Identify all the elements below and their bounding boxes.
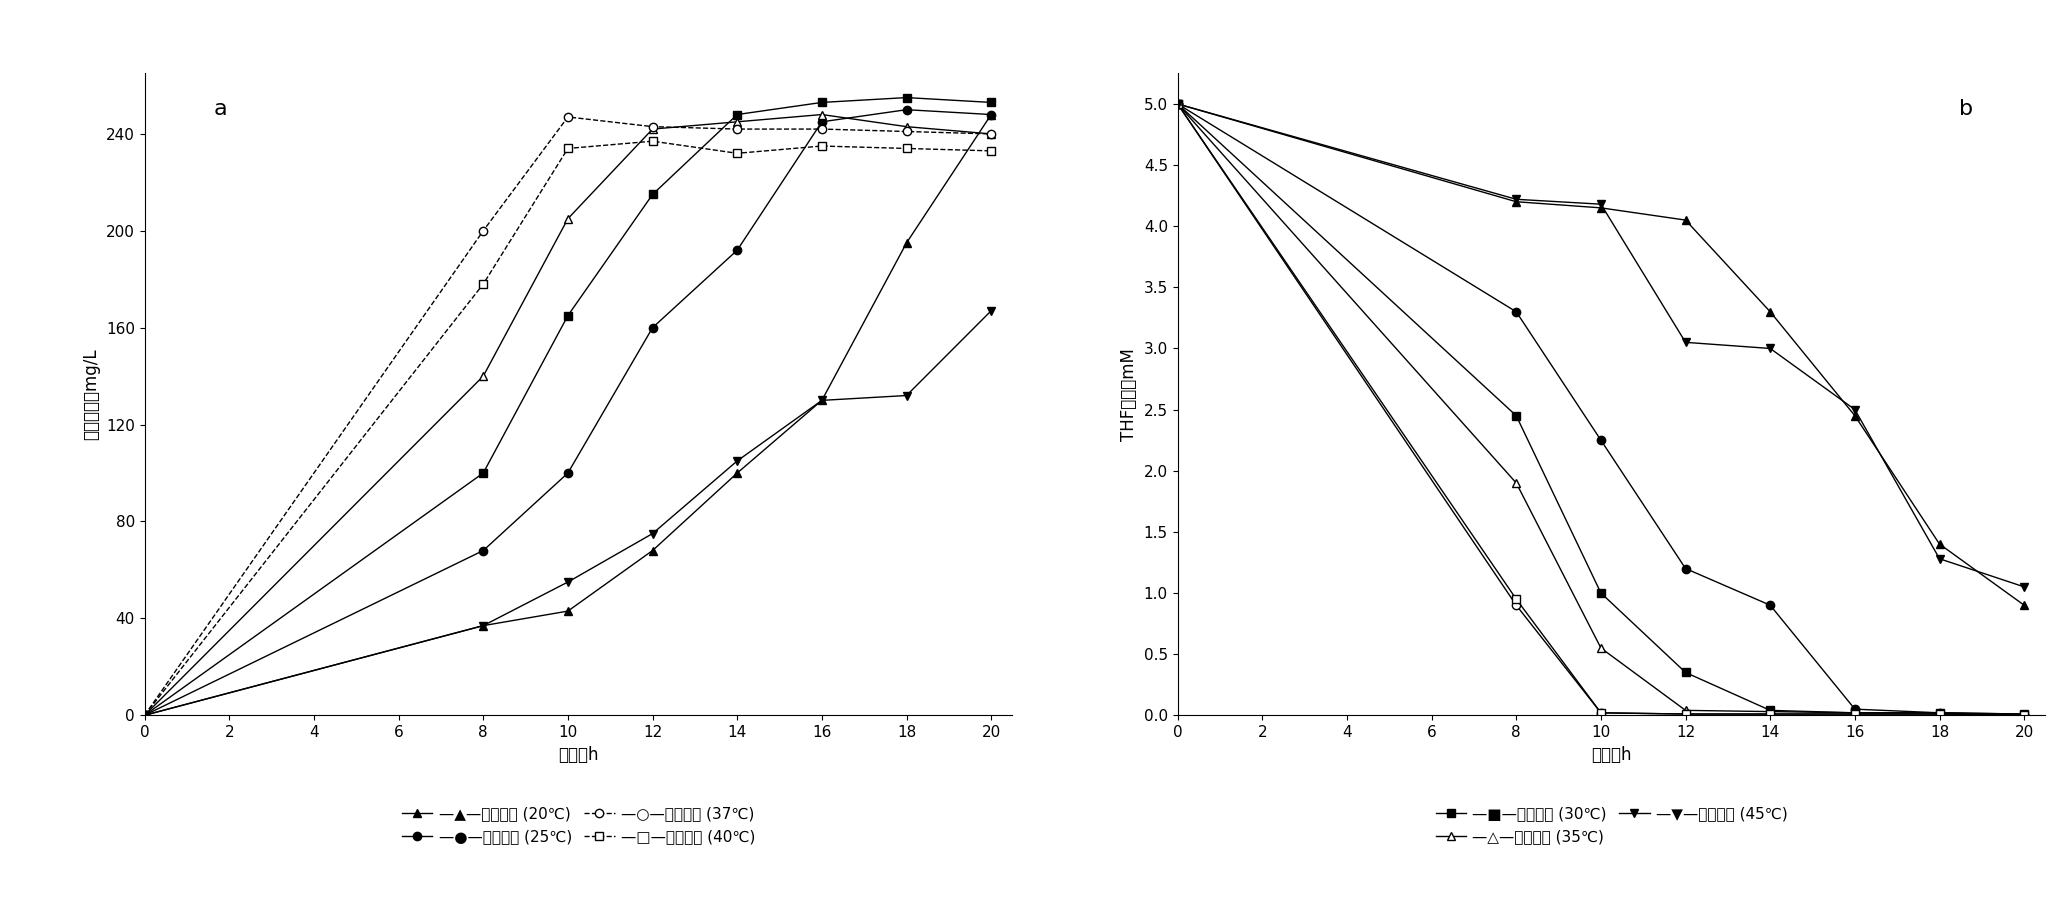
Legend: —▲—菌体浓度 (20℃), —●—菌体浓度 (25℃), —○—菌体浓度 (37℃), —□—菌体浓度 (40℃): —▲—菌体浓度 (20℃), —●—菌体浓度 (25℃), —○—菌体浓度 (3… xyxy=(403,806,754,844)
Text: a: a xyxy=(215,99,227,119)
Y-axis label: THF浓度，mM: THF浓度，mM xyxy=(1120,348,1138,441)
Text: b: b xyxy=(1959,99,1973,119)
X-axis label: 时间，h: 时间，h xyxy=(1591,746,1632,764)
Legend: —■—菌体浓度 (30℃), —△—菌体浓度 (35℃), —▼—菌体浓度 (45℃): —■—菌体浓度 (30℃), —△—菌体浓度 (35℃), —▼—菌体浓度 (4… xyxy=(1436,806,1787,844)
X-axis label: 时间，h: 时间，h xyxy=(558,746,599,764)
Y-axis label: 菌体干重，mg/L: 菌体干重，mg/L xyxy=(83,348,101,440)
